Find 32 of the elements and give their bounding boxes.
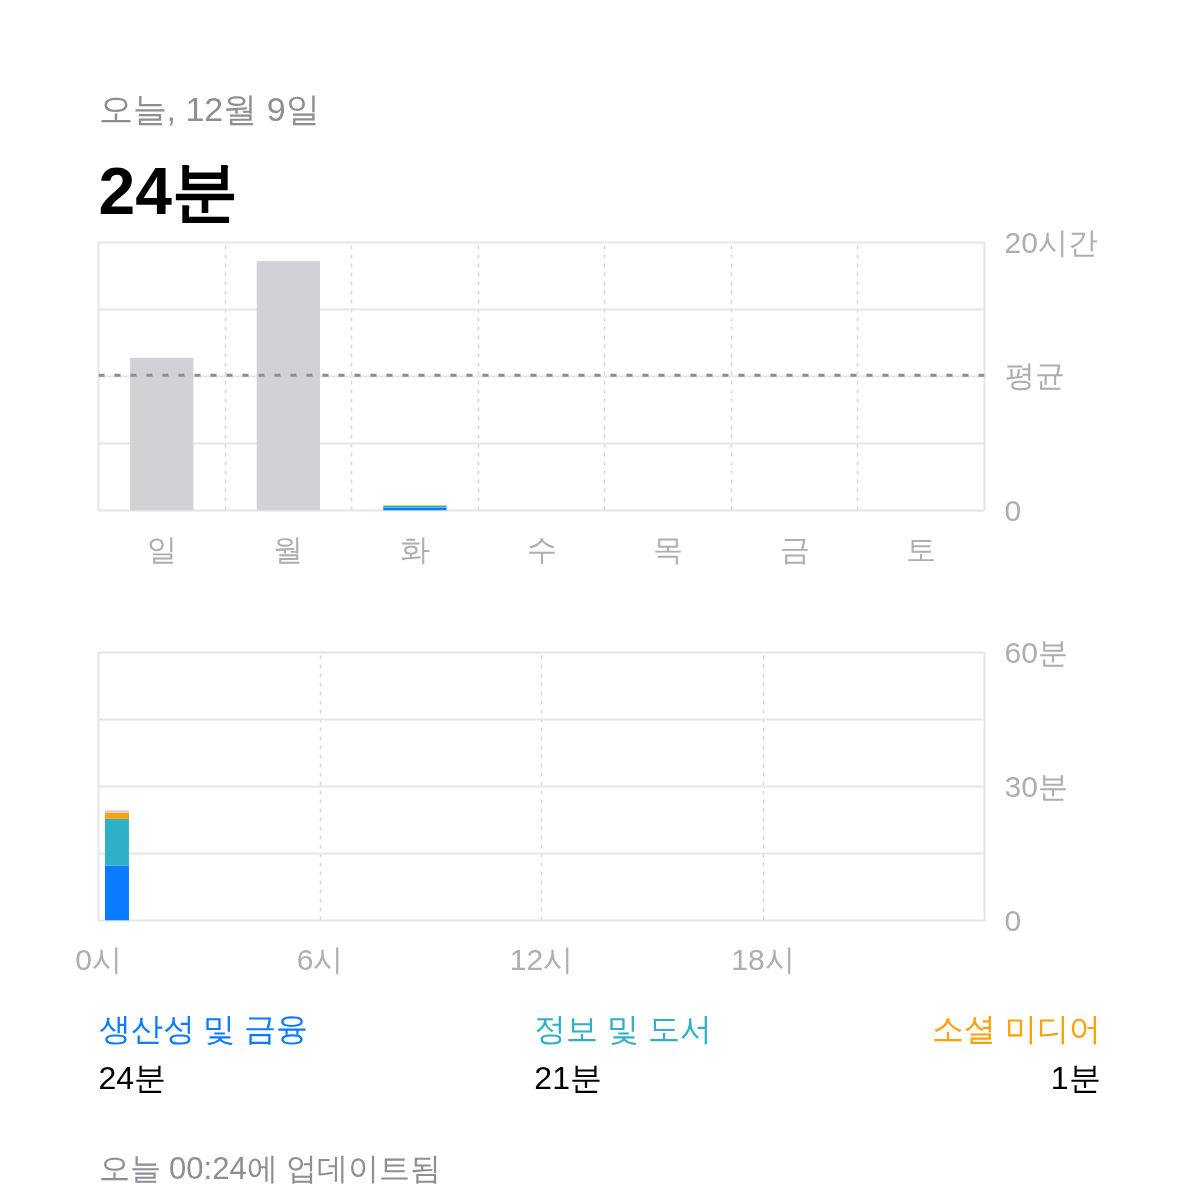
bar (130, 357, 194, 511)
text: 24분 (98, 1059, 167, 1096)
x-tick-label: 12시 (509, 942, 574, 976)
bar (256, 261, 320, 511)
text: 생산성 및 금융 (98, 1010, 309, 1047)
x-tick-label: 18시 (731, 942, 795, 976)
y-tick-label: 30분 (1004, 770, 1068, 803)
bar (104, 812, 129, 819)
y-tick-label: 20시간 (1004, 226, 1098, 259)
x-tick-label: 화 (399, 532, 430, 566)
y-tick-label: 0 (1004, 494, 1022, 527)
x-tick-label: 월 (273, 532, 304, 566)
text: 1분 (1050, 1059, 1101, 1096)
text: 정보 및 도서 (534, 1010, 713, 1047)
text: 오늘 00:24에 업데이트됨 (98, 1151, 442, 1186)
x-tick-label: 목 (653, 532, 684, 566)
y-tick-label: 0 (1004, 904, 1022, 937)
chart-subtitle: 오늘, 12월 9일 (98, 89, 320, 128)
x-tick-label: 토 (906, 532, 937, 566)
x-tick-label: 금 (779, 532, 810, 566)
x-tick-label: 일 (146, 532, 177, 566)
text: 21분 (534, 1059, 602, 1096)
bar (104, 865, 129, 921)
bar (104, 818, 129, 866)
ref-line-label: 평균 (1004, 358, 1065, 392)
x-tick-label: 수 (526, 532, 557, 566)
bar (104, 810, 129, 813)
text: 소셜 미디어 (931, 1010, 1101, 1047)
y-tick-label: 60분 (1004, 636, 1068, 669)
x-tick-label: 6시 (296, 942, 344, 976)
x-tick-label: 0시 (75, 942, 122, 976)
chart-title: 24분 (98, 153, 238, 228)
